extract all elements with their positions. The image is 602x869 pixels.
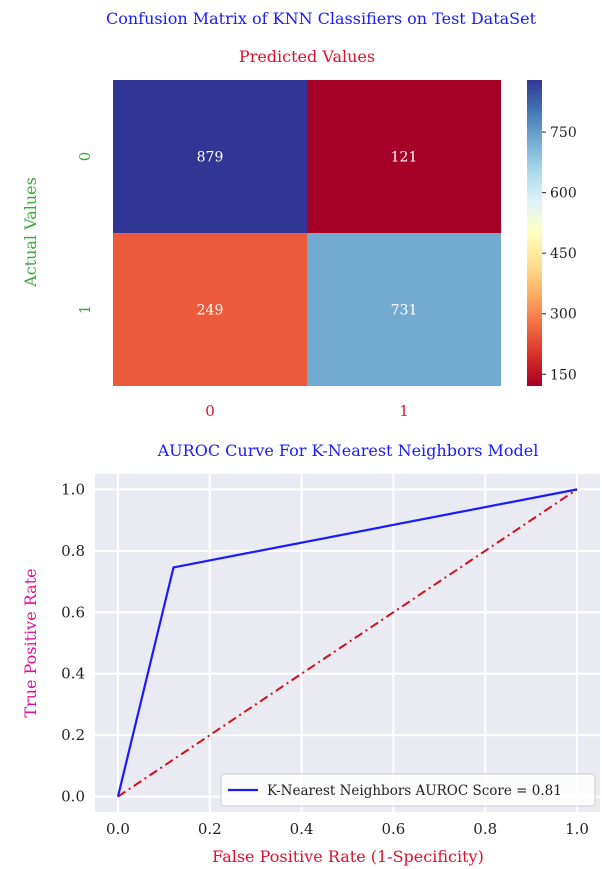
cm-cells: 879 121 249 731 <box>113 80 501 386</box>
colorbar-tick-label: 150 <box>550 367 577 383</box>
roc-xtick-label: 0.2 <box>198 820 222 838</box>
legend-box <box>220 773 596 807</box>
roc-ytick-label: 0.2 <box>61 726 85 744</box>
roc-xtick-label: 0.8 <box>473 820 497 838</box>
colorbar-tick-label: 450 <box>550 246 577 262</box>
cm-cell-0-1 <box>307 80 501 233</box>
cm-xtick-label: 1 <box>399 402 409 420</box>
roc-legend: K-Nearest Neighbors AUROC Score = 0.81 <box>220 773 596 807</box>
roc-ytick-label: 0.4 <box>61 665 85 683</box>
roc-xlabel: False Positive Rate (1-Specificity) <box>212 847 484 866</box>
cm-cell-value: 879 <box>197 150 224 166</box>
cm-title: Confusion Matrix of KNN Classifiers on T… <box>106 9 537 28</box>
roc-ytick-label: 0.6 <box>61 603 85 621</box>
legend-label: K-Nearest Neighbors AUROC Score = 0.81 <box>267 783 562 799</box>
roc-grid <box>95 474 600 812</box>
confusion-matrix-chart: Confusion Matrix of KNN Classifiers on T… <box>21 9 577 420</box>
colorbar-tick-label: 600 <box>550 186 577 202</box>
cm-cell-1-0 <box>113 233 307 386</box>
cm-cell-1-1 <box>307 233 501 386</box>
roc-title: AUROC Curve For K-Nearest Neighbors Mode… <box>157 441 539 460</box>
cm-ytick-label: 0 <box>76 152 94 162</box>
cm-ytick-label: 1 <box>76 305 94 315</box>
cm-ylabel: Actual Values <box>21 177 40 288</box>
cm-cell-value: 731 <box>391 303 418 319</box>
roc-ytick-label: 0.8 <box>61 542 85 560</box>
colorbar-tick-label: 750 <box>550 125 577 141</box>
roc-curve-line <box>116 488 578 797</box>
colorbar-tick-label: 300 <box>550 307 577 323</box>
cm-xlabel: Predicted Values <box>239 47 375 66</box>
roc-xtick-label: 0.4 <box>290 820 314 838</box>
roc-ytick-label: 1.0 <box>61 480 85 498</box>
roc-ytick-label: 0.0 <box>61 788 85 806</box>
roc-ticks: 0.0 0.2 0.4 0.6 0.8 1.0 0.0 0.2 0.4 0.6 0.8 1.0 <box>61 480 589 838</box>
roc-xtick-label: 0.0 <box>106 820 130 838</box>
roc-chart: AUROC Curve For K-Nearest Neighbors Mode… <box>21 441 600 866</box>
cm-cell-value: 121 <box>391 150 418 166</box>
roc-xtick-label: 1.0 <box>565 820 589 838</box>
roc-xtick-label: 0.6 <box>381 820 405 838</box>
roc-ylabel: True Positive Rate <box>21 568 40 717</box>
colorbar <box>527 80 542 386</box>
cm-xtick-label: 0 <box>205 402 215 420</box>
colorbar-ticks: 150 300 450 600 750 <box>542 125 577 383</box>
cm-cell-0-0 <box>113 80 307 233</box>
cm-cell-value: 249 <box>197 303 224 319</box>
cm-ticks: 0 1 0 1 <box>76 152 409 420</box>
roc-diagonal-line <box>117 488 578 798</box>
